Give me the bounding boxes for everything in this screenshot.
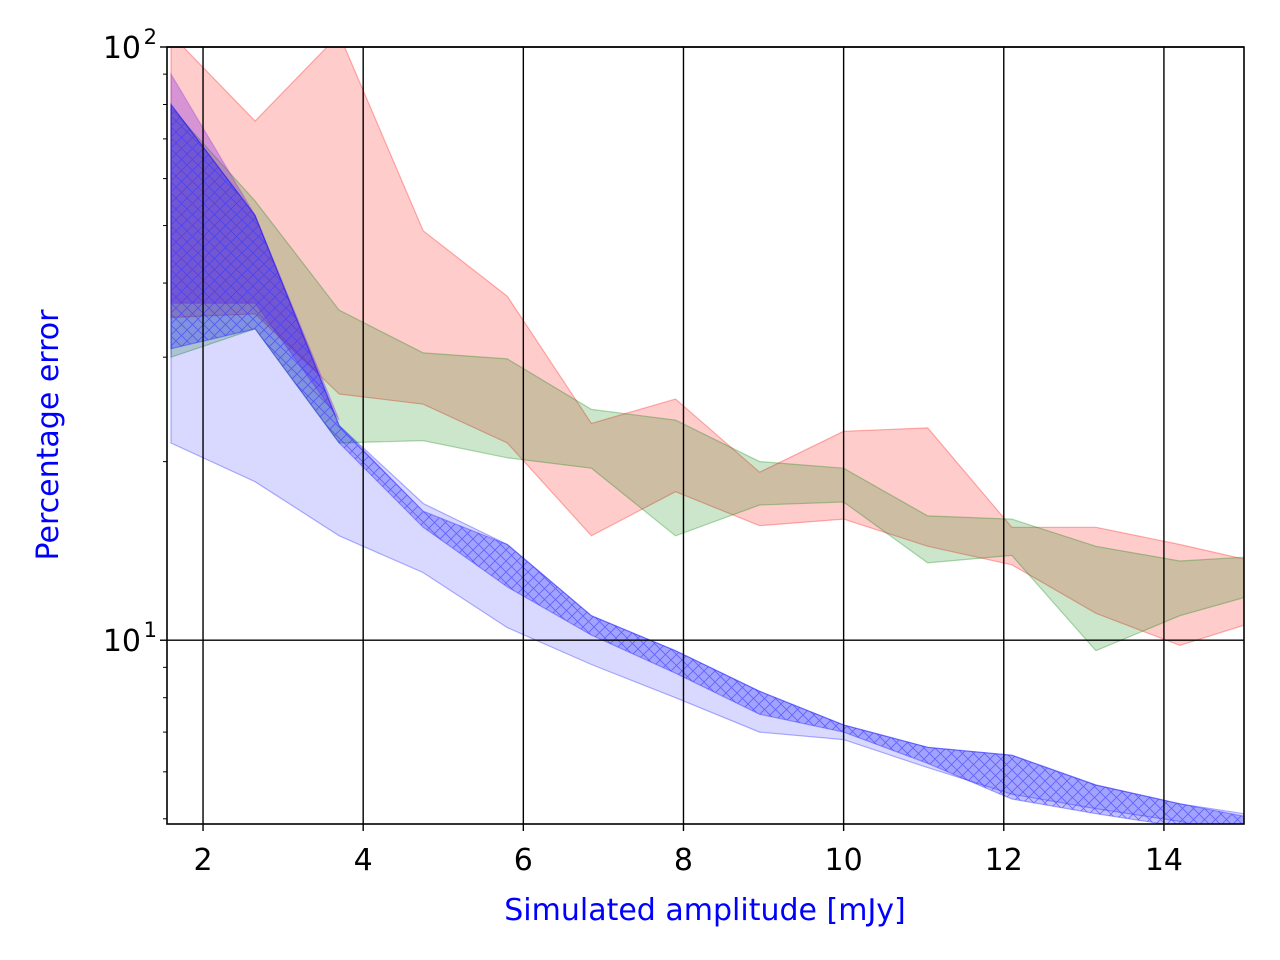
x-tick-label-2: 2 [193, 843, 212, 878]
band-red-band [170, 47, 1244, 647]
y-tick-label-10-1: 10 [103, 624, 141, 659]
x-tick-label-8: 8 [674, 843, 693, 878]
y-tick-exponent-2: 2 [144, 25, 157, 49]
y-tick-exponent-1: 1 [144, 618, 157, 642]
y-tick-label-10-2: 10 [103, 31, 141, 66]
x-tick-label-14: 14 [1145, 843, 1183, 878]
x-tick-label-4: 4 [354, 843, 373, 878]
x-axis-ticks: 2 4 6 8 10 12 14 [193, 824, 1183, 878]
x-axis-label: Simulated amplitude [mJy] [504, 893, 906, 928]
x-tick-label-12: 12 [985, 843, 1023, 878]
plot-frame [166, 46, 1245, 825]
band-hatch-blue-hatched-band [171, 104, 1244, 824]
y-axis-label: Percentage error [31, 309, 66, 561]
bands-layer [170, 47, 1244, 824]
band-green-band [170, 106, 1244, 652]
x-tick-label-6: 6 [514, 843, 533, 878]
x-tick-label-10: 10 [825, 843, 863, 878]
